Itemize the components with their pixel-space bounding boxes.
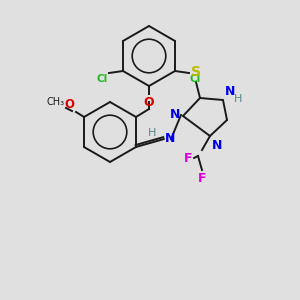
- Text: Cl: Cl: [97, 74, 108, 84]
- Text: S: S: [191, 65, 201, 79]
- Text: N: N: [212, 139, 222, 152]
- Text: N: N: [165, 133, 175, 146]
- Text: O: O: [64, 98, 74, 111]
- Text: Cl: Cl: [190, 74, 201, 84]
- Text: N: N: [225, 85, 236, 98]
- Text: CH₃: CH₃: [47, 97, 65, 107]
- Text: N: N: [169, 109, 180, 122]
- Text: H: H: [148, 128, 156, 138]
- Text: F: F: [184, 152, 192, 164]
- Text: H: H: [234, 94, 242, 104]
- Text: F: F: [198, 172, 206, 185]
- Text: O: O: [144, 96, 154, 109]
